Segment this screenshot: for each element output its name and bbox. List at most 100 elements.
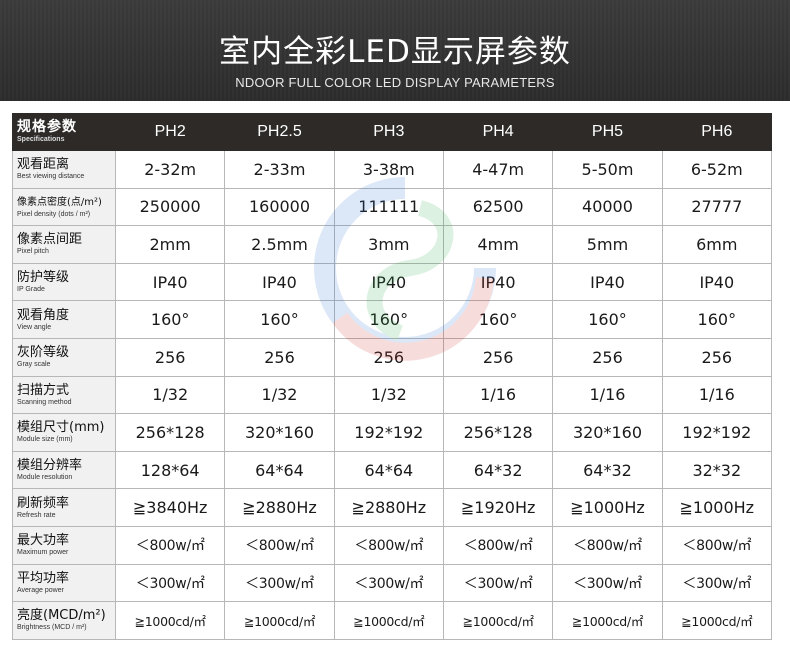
value-cell: ＜300w/㎡ — [661, 563, 772, 603]
spec-header-zh: 规格参数 — [17, 119, 77, 135]
row-label-zh: 像素点密度(点/m²) — [17, 196, 102, 208]
row-label-en: Best viewing distance — [17, 173, 85, 181]
row-label-zh: 灰阶等级 — [17, 345, 70, 361]
row-label-cell: 最大功率 Maximum power — [12, 525, 116, 565]
table-row: 最大功率 Maximum power ＜800w/㎡ ＜800w/㎡ ＜800w/㎡ ＜8… — [12, 525, 772, 565]
value-cell: 6mm — [661, 225, 772, 264]
value-cell: 250000 — [114, 187, 226, 227]
value-cell: 40000 — [552, 187, 663, 227]
value-cell: ＜300w/㎡ — [552, 563, 663, 603]
row-label-zh: 防护等级 — [17, 270, 70, 286]
spec-header-en: Specifications — [17, 136, 65, 143]
row-label-en: Module resolution — [17, 474, 73, 482]
value-cell: IP40 — [661, 262, 772, 302]
model-header: PH2 — [114, 113, 226, 151]
model-header: PH2.5 — [224, 113, 335, 151]
value-cell: IP40 — [224, 262, 335, 302]
value-cell: ≧1920Hz — [442, 488, 554, 527]
value-cell: 5mm — [552, 225, 663, 264]
value-cell: 64*32 — [442, 450, 554, 490]
value-cell: ≧1000cd/㎡ — [661, 601, 772, 640]
value-cell: ＜300w/㎡ — [224, 563, 335, 603]
value-cell: ≧1000Hz — [552, 488, 663, 527]
model-header: PH4 — [442, 113, 554, 151]
value-cell: ≧1000cd/㎡ — [224, 601, 335, 640]
row-label-en: Pixel density (dots / m²) — [17, 210, 91, 218]
row-label-zh: 平均功率 — [17, 570, 70, 586]
table-row: 灰阶等级 Gray scale 256 256 256 256 256 256 — [12, 337, 772, 377]
value-cell: IP40 — [552, 262, 663, 302]
header-row: 规格参数 Specifications PH2 PH2.5 PH3 PH4 PH… — [12, 113, 772, 151]
row-label-cell: 像素点间距 Pixel pitch — [12, 225, 116, 264]
value-cell: ≧2880Hz — [224, 488, 335, 527]
value-cell: 32*32 — [661, 450, 772, 490]
value-cell: 256 — [442, 337, 554, 377]
table-row: 观看距离 Best viewing distance 2-32m 2-33m 3-38m… — [12, 150, 772, 189]
table-row: 模组分辨率 Module resolution 128*64 64*64 64*64 64… — [12, 450, 772, 490]
row-label-en: Refresh rate — [17, 511, 56, 519]
row-label-zh: 模组分辨率 — [17, 458, 83, 474]
value-cell: 64*32 — [552, 450, 663, 490]
value-cell: IP40 — [114, 262, 226, 302]
value-cell: 160° — [661, 300, 772, 339]
value-cell: 2-33m — [224, 150, 335, 189]
value-cell: ＜800w/㎡ — [114, 525, 226, 565]
row-label-en: IP Grade — [17, 286, 45, 294]
parameter-table: 规格参数 Specifications PH2 PH2.5 PH3 PH4 PH… — [12, 113, 772, 640]
row-label-cell: 模组分辨率 Module resolution — [12, 450, 116, 490]
value-cell: 1/16 — [442, 375, 554, 415]
row-label-en: Maximum power — [17, 549, 69, 557]
value-cell: 256 — [333, 337, 444, 377]
value-cell: ＜800w/㎡ — [442, 525, 554, 565]
table-body: 观看距离 Best viewing distance 2-32m 2-33m 3-38m… — [12, 150, 772, 640]
row-label-cell: 像素点密度(点/m²) Pixel density (dots / m²) — [12, 187, 116, 227]
row-label-zh: 亮度(MCD/m²) — [17, 608, 106, 624]
table-row: 亮度(MCD/m²) Brightness (MCD / m²) ≧1000cd/㎡… — [12, 601, 772, 640]
row-label-zh: 扫描方式 — [17, 382, 70, 398]
value-cell: 160° — [442, 300, 554, 339]
table-row: 扫描方式 Scanning method 1/32 1/32 1/32 1/16 1/16 1… — [12, 375, 772, 415]
value-cell: 256 — [552, 337, 663, 377]
value-cell: 4mm — [442, 225, 554, 264]
value-cell: 160° — [224, 300, 335, 339]
row-label-en: View angle — [17, 323, 52, 331]
value-cell: 160° — [333, 300, 444, 339]
page-title: 室内全彩LED显示屏参数 — [219, 34, 571, 70]
value-cell: ＜300w/㎡ — [333, 563, 444, 603]
row-label-cell: 模组尺寸(mm) Module size (mm) — [12, 413, 116, 452]
value-cell: 128*64 — [114, 450, 226, 490]
value-cell: ＜800w/㎡ — [333, 525, 444, 565]
table-row: 模组尺寸(mm) Module size (mm) 256*128 320*160 19… — [12, 413, 772, 452]
value-cell: 1/16 — [552, 375, 663, 415]
row-label-en: Scanning method — [17, 398, 72, 406]
row-label-zh: 像素点间距 — [17, 232, 83, 248]
model-header: PH5 — [552, 113, 663, 151]
value-cell: 1/32 — [224, 375, 335, 415]
table-row: 平均功率 Average power ＜300w/㎡ ＜300w/㎡ ＜300w/㎡ ＜3… — [12, 563, 772, 603]
row-label-en: Module size (mm) — [17, 436, 73, 444]
value-cell: 160000 — [224, 187, 335, 227]
table-row: 像素点间距 Pixel pitch 2mm 2.5mm 3mm 4mm 5mm 6mm — [12, 225, 772, 264]
row-label-cell: 观看角度 View angle — [12, 300, 116, 339]
value-cell: IP40 — [333, 262, 444, 302]
row-label-cell: 扫描方式 Scanning method — [12, 375, 116, 415]
row-label-en: Gray scale — [17, 361, 51, 369]
table-row: 刷新频率 Refresh rate ≧3840Hz ≧2880Hz ≧2880Hz ≧19… — [12, 488, 772, 527]
value-cell: 3-38m — [333, 150, 444, 189]
value-cell: ＜800w/㎡ — [224, 525, 335, 565]
row-label-zh: 模组尺寸(mm) — [17, 420, 105, 436]
value-cell: 5-50m — [552, 150, 663, 189]
value-cell: 62500 — [442, 187, 554, 227]
value-cell: 192*192 — [333, 413, 444, 452]
table-row: 防护等级 IP Grade IP40 IP40 IP40 IP40 IP40 IP40 — [12, 262, 772, 302]
row-label-en: Brightness (MCD / m²) — [17, 624, 87, 632]
value-cell: 64*64 — [224, 450, 335, 490]
value-cell: ≧1000Hz — [661, 488, 772, 527]
value-cell: 27777 — [661, 187, 772, 227]
row-label-zh: 刷新频率 — [17, 495, 70, 511]
row-label-en: Pixel pitch — [17, 248, 49, 256]
value-cell: 2.5mm — [224, 225, 335, 264]
value-cell: ≧1000cd/㎡ — [114, 601, 226, 640]
row-label-cell: 平均功率 Average power — [12, 563, 116, 603]
row-label-zh: 观看角度 — [17, 307, 70, 323]
